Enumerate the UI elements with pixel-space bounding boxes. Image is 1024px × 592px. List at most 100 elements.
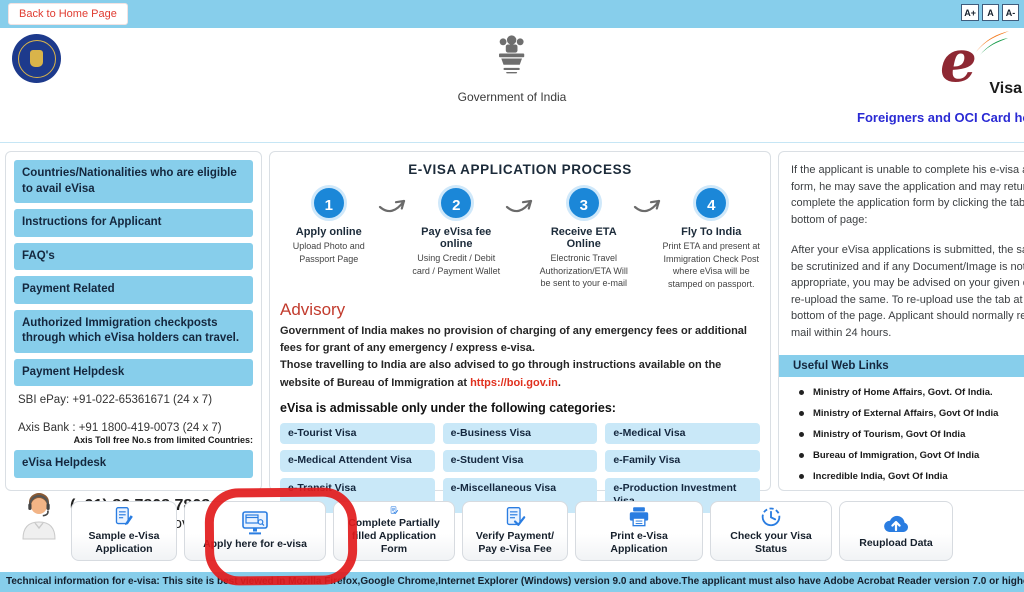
category-e-family-visa[interactable]: e-Family Visa <box>605 450 760 472</box>
visa-categories-grid: e-Tourist Visa e-Business Visa e-Medical… <box>280 422 760 514</box>
step-3-label: Receive ETA Online <box>550 226 617 250</box>
axis-bank-phone: Axis Bank : +91 1800-419-0073 (24 x 7) <box>18 422 222 435</box>
action-label: Reupload Data <box>859 537 933 550</box>
header-separator <box>0 142 1024 143</box>
process-steps: 1 Apply online Upload Photo and Passport… <box>280 185 760 290</box>
ashoka-emblem-icon <box>499 35 525 74</box>
category-e-medical-attendent-visa[interactable]: e-Medical Attendent Visa <box>280 450 435 472</box>
reupload-data-button[interactable]: Reupload Data <box>839 501 953 561</box>
action-label: Verify Payment/ Pay e-Visa Fee <box>475 529 555 555</box>
axis-tollfree-note: Axis Toll free No.s from limited Countri… <box>73 435 253 446</box>
left-sidebar-panel: Countries/Nationalities who are eligible… <box>5 151 262 540</box>
step-2-desc: Using Credit / Debit card / Payment Wall… <box>412 253 501 276</box>
bureau-of-immigration-logo <box>12 34 61 83</box>
evisa-logo-e: e <box>940 27 977 95</box>
link-incredible-india[interactable]: Incredible India, Govt Of India <box>799 471 1024 482</box>
print-evisa-application-button[interactable]: Print e-Visa Application <box>575 501 703 561</box>
sidebar-item-payment-helpdesk[interactable]: Payment Helpdesk <box>14 358 253 387</box>
cloud-upload-icon <box>884 516 908 533</box>
clock-icon <box>761 507 781 527</box>
advisory-para-2: Those travelling to India are also advis… <box>280 357 760 391</box>
boi-gov-link[interactable]: https://boi.gov.in <box>470 376 558 389</box>
printer-icon <box>629 507 649 527</box>
sidebar-item-instructions[interactable]: Instructions for Applicant <box>14 209 253 237</box>
boi-logo-ring <box>17 39 56 78</box>
category-e-business-visa[interactable]: e-Business Visa <box>442 422 598 445</box>
process-step-3: 3 Receive ETA Online Electronic Travel A… <box>535 185 633 290</box>
step-1-label: Apply online <box>295 226 362 238</box>
government-emblem-block: Government of India <box>457 32 567 104</box>
step-3-desc: Electronic Travel Authorization/ETA Will… <box>539 253 628 289</box>
arrow-right-icon <box>505 199 533 213</box>
step-4-desc: Print ETA and present at Immigration Che… <box>662 241 760 289</box>
arrow-right-icon <box>378 199 405 213</box>
foreigners-oci-link[interactable]: Foreigners and OCI Card holders c <box>857 110 1024 125</box>
footer-bold-prefix: Technical information for e-visa: <box>6 576 160 587</box>
process-step-2: 2 Pay eVisa fee online Using Credit / De… <box>408 185 506 277</box>
evisa-logo-visa: Visa <box>989 80 1022 97</box>
footer-bar: Technical information for e-visa: This s… <box>0 572 1024 592</box>
sidebar-item-faq[interactable]: FAQ's <box>14 242 253 271</box>
advisory-para-1: Government of India makes no provision o… <box>280 325 747 355</box>
action-label: Check your Visa Status <box>730 529 812 555</box>
evisa-flame-icon <box>976 31 1009 55</box>
info-panel: If the applicant is unable to complete h… <box>778 151 1024 491</box>
sbi-epay-phone: SBI ePay: +91-022-65361671 (24 x 7) <box>18 394 213 407</box>
sidebar-item-payment-related[interactable]: Payment Related <box>14 276 253 304</box>
sidebar-item-checkposts[interactable]: Authorized Immigration checkposts throug… <box>14 309 253 353</box>
sidebar-item-eligibility[interactable]: Countries/Nationalities who are eligible… <box>14 160 253 204</box>
process-title: E-VISA APPLICATION PROCESS <box>408 162 632 177</box>
action-label: Print e-Visa Application <box>610 529 668 555</box>
advisory-title: Advisory <box>280 300 346 320</box>
step-1-number: 1 <box>310 185 347 221</box>
category-e-student-visa[interactable]: e-Student Visa <box>442 450 598 472</box>
category-e-medical-visa[interactable]: e-Medical Visa <box>605 422 760 445</box>
step-2-number: 2 <box>438 185 475 221</box>
footer-text: This site is best viewed in Mozilla Fire… <box>162 576 1024 587</box>
monitor-icon <box>242 511 268 535</box>
document-edit-icon <box>115 507 133 526</box>
main-content: Countries/Nationalities who are eligible… <box>0 143 1024 540</box>
step-2-label: Pay eVisa fee online <box>421 226 492 250</box>
font-normal-button[interactable]: A <box>982 4 999 21</box>
action-buttons-row: Sample e-Visa Application Apply here for… <box>0 501 1024 561</box>
category-e-tourist-visa[interactable]: e-Tourist Visa <box>280 422 435 445</box>
action-label: Apply here for e-visa <box>203 538 307 551</box>
sample-evisa-application-button[interactable]: Sample e-Visa Application <box>71 501 177 561</box>
advisory-para-2-text: Those travelling to India are also advis… <box>280 359 722 389</box>
action-label: Complete Partially filled Application Fo… <box>348 516 440 555</box>
support-agent-icon <box>22 492 56 540</box>
document-check-icon <box>506 507 526 526</box>
process-step-4: 4 Fly To India Print ETA and present at … <box>663 185 761 290</box>
step-3-number: 3 <box>565 185 602 221</box>
document-check-icon <box>390 506 399 514</box>
arrow-right-icon <box>633 199 660 213</box>
center-panel: E-VISA APPLICATION PROCESS 1 Apply onlin… <box>269 151 771 514</box>
useful-web-links-header: Useful Web Links <box>779 355 1024 377</box>
evisa-logo: e Visa <box>938 30 1024 106</box>
categories-heading: eVisa is admissable only under the follo… <box>280 400 616 415</box>
apply-here-for-evisa-button[interactable]: Apply here for e-visa <box>184 501 326 561</box>
step-1-desc: Upload Photo and Passport Page <box>292 241 365 264</box>
complete-partially-filled-form-button[interactable]: Complete Partially filled Application Fo… <box>333 501 455 561</box>
link-ministry-tourism[interactable]: Ministry of Tourism, Govt Of India <box>799 429 1024 440</box>
info-para-1: If the applicant is unable to complete h… <box>791 164 1024 226</box>
action-label: Sample e-Visa Application <box>88 529 160 555</box>
font-decrease-button[interactable]: A- <box>1002 4 1019 21</box>
back-to-home-button[interactable]: Back to Home Page <box>8 3 128 25</box>
check-visa-status-button[interactable]: Check your Visa Status <box>710 501 832 561</box>
evisa-helpdesk-header: eVisa Helpdesk <box>14 450 253 478</box>
link-ministry-external-affairs[interactable]: Ministry of External Affairs, Govt Of In… <box>799 408 1024 419</box>
advisory-para-2-period: . <box>557 376 561 389</box>
useful-web-links-list: Ministry of Home Affairs, Govt. Of India… <box>791 387 1024 482</box>
step-4-number: 4 <box>693 185 730 221</box>
font-increase-button[interactable]: A+ <box>961 4 979 21</box>
top-bar: Back to Home Page A+ A A- <box>0 0 1024 28</box>
government-of-india-label: Government of India <box>457 90 567 104</box>
link-ministry-home-affairs[interactable]: Ministry of Home Affairs, Govt. Of India… <box>799 387 1024 398</box>
info-para-2: After your eVisa applications is submitt… <box>791 244 1024 339</box>
boi-logo-emblem <box>30 50 43 67</box>
process-step-1: 1 Apply online Upload Photo and Passport… <box>280 185 378 265</box>
verify-payment-button[interactable]: Verify Payment/ Pay e-Visa Fee <box>462 501 568 561</box>
link-bureau-immigration[interactable]: Bureau of Immigration, Govt Of India <box>799 450 1024 461</box>
